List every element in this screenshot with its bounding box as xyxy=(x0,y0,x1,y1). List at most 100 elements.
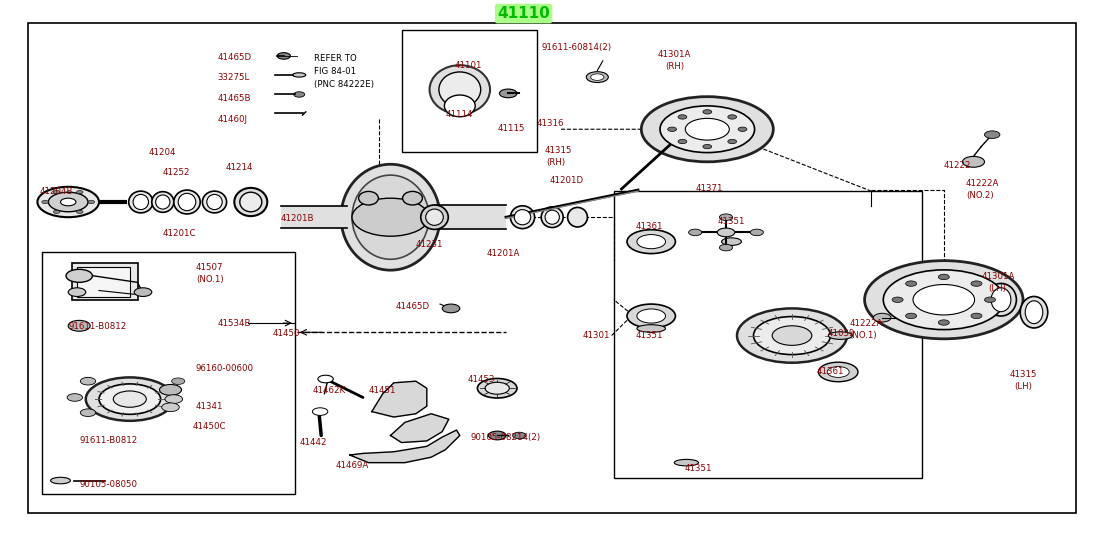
Ellipse shape xyxy=(444,95,475,117)
Ellipse shape xyxy=(429,65,490,114)
Text: 41460J: 41460J xyxy=(218,115,248,124)
Circle shape xyxy=(53,210,59,213)
Circle shape xyxy=(99,384,161,414)
Circle shape xyxy=(165,395,183,403)
Circle shape xyxy=(938,320,949,325)
Circle shape xyxy=(485,382,509,394)
Bar xyxy=(614,191,922,478)
Circle shape xyxy=(637,309,666,323)
Circle shape xyxy=(905,313,916,319)
Bar xyxy=(434,205,506,229)
Circle shape xyxy=(668,127,676,131)
Text: 41534B: 41534B xyxy=(218,319,251,327)
Circle shape xyxy=(162,403,179,412)
Circle shape xyxy=(754,317,830,355)
Text: 41222: 41222 xyxy=(944,161,971,170)
Circle shape xyxy=(277,53,290,59)
Text: 41462K: 41462K xyxy=(312,387,345,395)
Text: (RH): (RH) xyxy=(666,62,684,71)
Circle shape xyxy=(703,144,712,149)
Circle shape xyxy=(586,72,608,83)
Circle shape xyxy=(717,228,735,237)
Circle shape xyxy=(772,326,812,345)
Circle shape xyxy=(818,362,858,382)
Ellipse shape xyxy=(129,191,153,213)
Text: 41450C: 41450C xyxy=(192,422,226,431)
Polygon shape xyxy=(350,430,460,463)
Ellipse shape xyxy=(352,175,429,259)
Ellipse shape xyxy=(420,205,449,229)
Text: 41222A: 41222A xyxy=(966,179,999,188)
Circle shape xyxy=(172,378,185,384)
Bar xyxy=(72,263,138,300)
Circle shape xyxy=(984,131,1000,138)
Circle shape xyxy=(905,281,916,286)
Circle shape xyxy=(54,191,59,194)
Text: 41201A: 41201A xyxy=(486,249,519,257)
Text: 41351: 41351 xyxy=(717,217,745,226)
Circle shape xyxy=(737,308,847,363)
Circle shape xyxy=(513,432,526,439)
Ellipse shape xyxy=(722,238,741,245)
Ellipse shape xyxy=(1021,296,1047,328)
Circle shape xyxy=(750,229,763,236)
Circle shape xyxy=(42,200,48,204)
Ellipse shape xyxy=(986,283,1016,316)
Circle shape xyxy=(719,244,733,251)
Ellipse shape xyxy=(152,192,174,212)
Text: (NO.1): (NO.1) xyxy=(196,275,223,284)
Text: (NO.2): (NO.2) xyxy=(966,191,993,200)
Text: (RH): (RH) xyxy=(547,159,565,167)
Bar xyxy=(402,30,537,152)
Circle shape xyxy=(80,409,96,416)
Text: 33275L: 33275L xyxy=(218,73,250,81)
Ellipse shape xyxy=(568,207,587,227)
Ellipse shape xyxy=(293,73,306,77)
Ellipse shape xyxy=(207,194,222,210)
Text: 91611-60814(2): 91611-60814(2) xyxy=(541,43,612,52)
Text: 91611-B0812: 91611-B0812 xyxy=(79,437,138,445)
Ellipse shape xyxy=(901,295,987,304)
Ellipse shape xyxy=(546,210,560,224)
Text: 41465B: 41465B xyxy=(218,94,251,103)
Circle shape xyxy=(703,110,712,114)
Ellipse shape xyxy=(234,188,267,216)
Circle shape xyxy=(86,377,174,421)
Ellipse shape xyxy=(240,192,262,212)
Text: 90105-08050: 90105-08050 xyxy=(79,480,138,489)
Text: 41214: 41214 xyxy=(226,163,253,172)
Circle shape xyxy=(938,274,949,280)
Text: 41465D: 41465D xyxy=(396,302,430,311)
Circle shape xyxy=(48,192,88,212)
Text: 41361: 41361 xyxy=(636,223,663,231)
Circle shape xyxy=(627,230,675,254)
Ellipse shape xyxy=(674,459,698,466)
Circle shape xyxy=(719,214,733,220)
Circle shape xyxy=(68,288,86,296)
Text: 41315: 41315 xyxy=(1010,370,1037,379)
Ellipse shape xyxy=(828,332,852,339)
Circle shape xyxy=(678,115,686,119)
Circle shape xyxy=(689,229,702,236)
Text: 41201D: 41201D xyxy=(550,176,584,185)
Circle shape xyxy=(971,281,982,286)
Circle shape xyxy=(60,198,76,206)
Circle shape xyxy=(865,261,1023,339)
Bar xyxy=(77,267,130,297)
Ellipse shape xyxy=(403,191,422,205)
Circle shape xyxy=(678,140,686,144)
Polygon shape xyxy=(390,414,449,443)
Circle shape xyxy=(88,200,95,204)
Text: 41442: 41442 xyxy=(299,438,327,447)
Ellipse shape xyxy=(133,194,148,210)
Circle shape xyxy=(685,118,729,140)
Ellipse shape xyxy=(510,206,535,229)
Circle shape xyxy=(873,313,891,322)
Text: 41507: 41507 xyxy=(196,263,223,272)
Circle shape xyxy=(499,89,517,98)
Circle shape xyxy=(37,187,99,217)
Ellipse shape xyxy=(515,210,530,225)
Text: 41301A: 41301A xyxy=(658,50,691,59)
Ellipse shape xyxy=(178,193,196,211)
Text: 41222A: 41222A xyxy=(849,319,882,327)
